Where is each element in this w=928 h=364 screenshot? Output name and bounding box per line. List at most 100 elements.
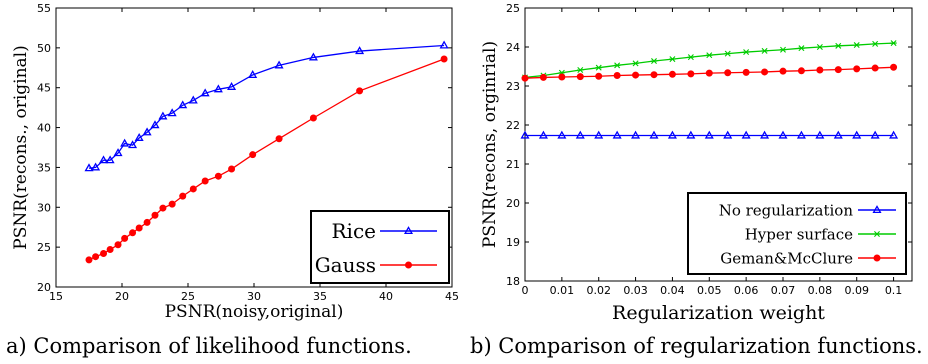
regularization-chart: 0 0.01 0.02 0.03 0.04 0.05 0.06 0.07 0.08 0.09 0.1… (480, 2, 913, 324)
right-point-geman-mcclure (853, 65, 861, 73)
right-point-geman-mcclure (816, 66, 824, 74)
right-axes-frame (524, 7, 913, 282)
left-point-gauss (114, 241, 122, 249)
right-point-no-regularization (833, 130, 843, 139)
left-x-axis-label: PSNR(noisy,original) (165, 302, 344, 322)
left-point-rice (213, 84, 223, 93)
right-y-axis-label: PSNR(recons, orginrial) (480, 41, 500, 248)
right-point-no-regularization (667, 130, 677, 139)
right-x-tick-label: 0.1 (885, 284, 903, 297)
right-x-axis-label: Regularization weight (612, 302, 825, 324)
left-point-gauss (309, 114, 317, 122)
left-point-gauss (179, 192, 187, 200)
left-y-tick-label: 35 (37, 161, 51, 174)
right-point-hyper-surface (871, 40, 879, 47)
likelihood-chart: 15 20 25 30 35 40 452025303540455055PSNR(noisy… (11, 2, 459, 322)
right-point-hyper-surface (816, 44, 824, 50)
right-point-hyper-surface (890, 40, 897, 47)
right-point-no-regularization (575, 130, 585, 139)
left-point-gauss (356, 87, 364, 95)
left-y-tick-label: 55 (37, 2, 51, 15)
right-point-no-regularization (520, 130, 530, 139)
left-point-rice (113, 148, 123, 157)
right-y-tick-label: 18 (506, 275, 520, 288)
left-point-gauss (214, 172, 222, 180)
right-point-hyper-surface (798, 45, 805, 52)
right-point-hyper-surface (595, 64, 602, 71)
right-point-hyper-surface (669, 56, 676, 63)
right-x-tick-label: 0.03 (623, 284, 648, 297)
right-point-no-regularization (760, 130, 770, 139)
left-point-gauss (151, 211, 159, 219)
left-x-tick-label: 20 (115, 290, 129, 303)
right-point-no-regularization (815, 130, 825, 139)
right-point-geman-mcclure (668, 70, 676, 78)
right-point-geman-mcclure (871, 64, 879, 72)
right-x-tick-label: 0.08 (808, 284, 833, 297)
left-x-tick-label: 15 (49, 290, 63, 303)
left-point-rice (120, 138, 130, 147)
right-point-hyper-surface (687, 54, 695, 61)
right-point-no-regularization (870, 130, 880, 139)
right-point-no-regularization (741, 130, 751, 139)
left-point-gauss (201, 177, 209, 185)
right-point-geman-mcclure (834, 66, 842, 74)
left-y-tick-label: 20 (37, 281, 51, 294)
right-x-tick-label: 0.01 (550, 284, 575, 297)
left-point-rice (91, 162, 101, 171)
right-point-hyper-surface (650, 58, 658, 65)
left-point-rice (188, 95, 198, 104)
right-point-hyper-surface (613, 62, 621, 69)
right-y-tick-label: 19 (506, 236, 520, 249)
left-point-gauss (159, 204, 167, 212)
right-point-no-regularization (778, 130, 788, 139)
right-point-no-regularization (686, 130, 696, 139)
left-legend-box (310, 210, 450, 284)
left-point-rice (439, 40, 449, 49)
right-legend-marker-hyper-surface (873, 231, 881, 237)
right-y-tick-label: 24 (506, 41, 520, 54)
left-series-line-gauss (88, 58, 445, 261)
left-point-gauss (85, 256, 93, 264)
right-point-geman-mcclure (595, 72, 603, 80)
right-point-geman-mcclure (521, 74, 529, 82)
left-point-rice (142, 127, 152, 136)
right-point-geman-mcclure (632, 71, 640, 79)
right-legend-label-geman-mcclure: Geman&McClure (720, 249, 853, 267)
right-point-geman-mcclure (761, 68, 769, 76)
right-point-no-regularization (796, 130, 806, 139)
right-point-no-regularization (649, 130, 659, 139)
right-point-no-regularization (889, 130, 899, 139)
left-point-rice (84, 163, 94, 172)
right-point-no-regularization (538, 130, 548, 139)
right-point-geman-mcclure (890, 63, 898, 71)
left-point-gauss (129, 229, 137, 237)
left-x-tick-label: 40 (379, 290, 393, 303)
right-point-no-regularization (704, 130, 714, 139)
right-legend-label-hyper-surface: Hyper surface (745, 225, 853, 243)
right-point-hyper-surface (761, 47, 768, 54)
right-point-no-regularization (723, 130, 733, 139)
left-x-tick-label: 25 (181, 290, 195, 303)
right-point-geman-mcclure (558, 73, 566, 81)
left-point-rice (308, 52, 318, 61)
left-x-tick-label: 30 (247, 290, 261, 303)
left-point-rice (99, 155, 109, 164)
right-x-tick-label: 0.09 (844, 284, 869, 297)
caption-right: b) Comparison of regularization function… (470, 334, 923, 358)
right-point-geman-mcclure (797, 67, 805, 75)
right-point-hyper-surface (706, 52, 713, 59)
left-point-rice (274, 60, 284, 69)
right-x-tick-label: 0.04 (660, 284, 685, 297)
right-point-geman-mcclure (705, 69, 713, 77)
left-point-rice (248, 70, 258, 79)
right-point-hyper-surface (853, 42, 860, 49)
right-legend-label-no-regularization: No regularization (719, 201, 854, 219)
left-y-tick-label: 50 (37, 42, 51, 55)
left-y-tick-label: 30 (37, 201, 51, 214)
right-legend-marker-geman-mcclure (873, 254, 881, 262)
left-point-gauss (249, 151, 257, 159)
left-point-gauss (135, 224, 143, 232)
left-point-rice (158, 111, 168, 120)
left-y-tick-label: 40 (37, 122, 51, 135)
